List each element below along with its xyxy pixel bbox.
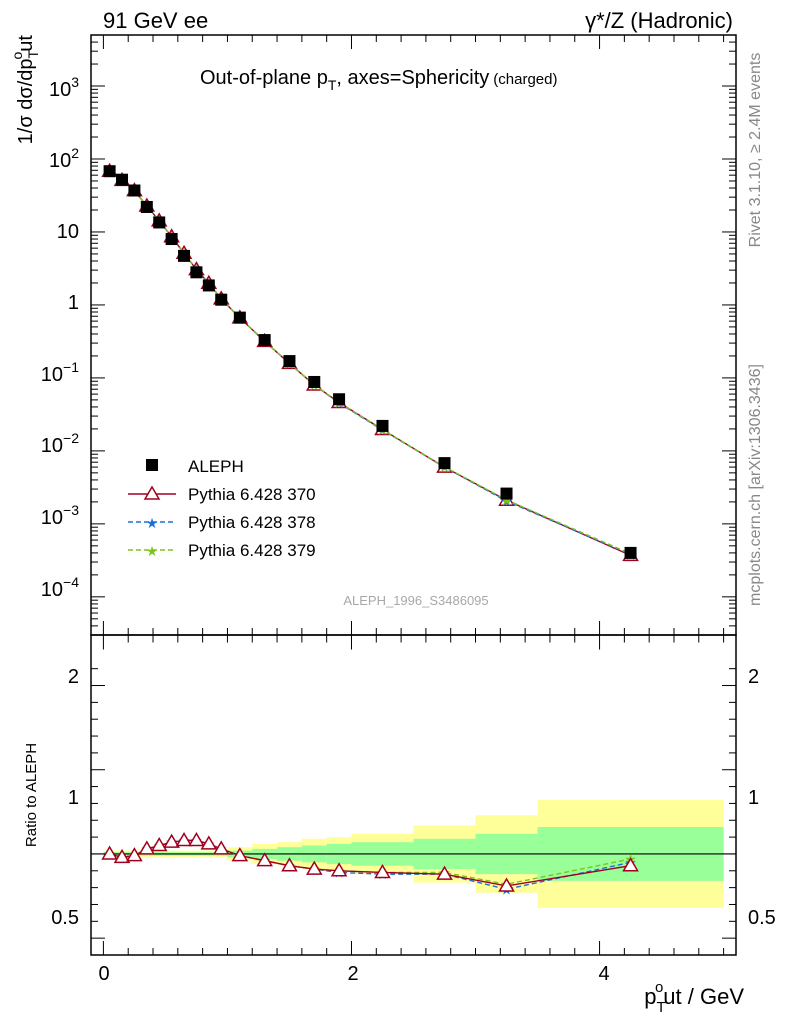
- ratio-y-tick-label: 1: [68, 787, 79, 809]
- aleph-data-point: [103, 165, 116, 178]
- ratio-frame: [90, 634, 737, 956]
- ratio-series-point: [256, 852, 273, 867]
- ratio-series-point: [188, 831, 205, 847]
- ratio-plot-layer: ★★★★★★★★★★★★★★★★★★★★★★★★★★★★★★★★★★★★★★: [101, 831, 639, 897]
- main-y-tick-labels: 103 102 10 1 10−1 10−2 10−3 10−4: [41, 74, 79, 601]
- ratio-series-point: [622, 857, 639, 872]
- aleph-data-point: [202, 279, 215, 292]
- mcplots-label: mcplots.cern.ch [arXiv:1306.3436]: [747, 364, 764, 606]
- aleph-data-point: [308, 375, 321, 388]
- ratio-bands: [91, 800, 736, 908]
- ratio-series-point: [113, 848, 131, 864]
- aleph-data-point: [140, 200, 153, 213]
- ratio-series-point: [138, 840, 156, 855]
- header-right: γ*/Z (Hadronic): [585, 8, 733, 33]
- ratio-series-point: [281, 857, 298, 872]
- aleph-data-point: [500, 487, 513, 500]
- ratio-series-point: [231, 847, 249, 862]
- ratio-series-point: [175, 831, 193, 847]
- aleph-data-point: [128, 184, 141, 197]
- plot-title: Out-of-plane pT, axes=Sphericity (charged…: [200, 67, 557, 93]
- ratio-series-point: [200, 835, 218, 850]
- legend-label: Pythia 6.428 378: [188, 513, 316, 532]
- aleph-data-point: [116, 173, 129, 186]
- main-y-tick-label: 10−3: [41, 502, 79, 529]
- header-left: 91 GeV ee: [103, 8, 208, 33]
- ratio-y-tick-label-right: 1: [748, 787, 759, 809]
- ratio-series-point: [101, 845, 118, 860]
- x-tick-label: 0: [98, 963, 109, 985]
- ratio-y-tick-label-right: 2: [748, 666, 759, 688]
- aleph-data-point: [190, 266, 203, 279]
- aleph-data-point: [178, 249, 191, 262]
- main-y-tick-label: 10−1: [41, 359, 79, 386]
- main-y-tick-label: 1: [68, 292, 79, 314]
- ratio-series-point: [436, 865, 453, 880]
- legend-label: Pythia 6.428 370: [188, 485, 316, 504]
- ratio-series-point: [150, 837, 168, 852]
- main-y-tick-label: 10−4: [41, 574, 79, 601]
- ratio-y-tick-labels: 2 1 0.5 2 1 0.5: [51, 666, 776, 929]
- ratio-series-point: [126, 847, 143, 862]
- main-y-tick-label: 102: [49, 145, 79, 172]
- aleph-data-point: [624, 546, 637, 559]
- legend-marker-378: ★: [146, 515, 159, 531]
- aleph-data-point: [233, 311, 246, 324]
- legend-marker-379: ★: [146, 543, 159, 559]
- aleph-data-point: [215, 293, 228, 306]
- ratio-series-point: [305, 860, 323, 875]
- main-y-axis-label: 1/σ dσ/dpTout: [9, 35, 41, 145]
- legend: ALEPH Pythia 6.428 370 ★ Pythia 6.428 37…: [128, 457, 316, 560]
- main-y-tick-label: 10: [57, 221, 79, 243]
- ratio-series-point: [163, 833, 180, 848]
- x-axis-label: pTout / GeV: [644, 979, 744, 1016]
- legend-label: ALEPH: [188, 457, 244, 476]
- ratio-series-point: [212, 840, 230, 855]
- legend-marker-370: [143, 485, 161, 500]
- legend-marker-aleph: [146, 459, 158, 471]
- aleph-data-point: [333, 393, 346, 406]
- rivet-label: Rivet 3.1.10, ≥ 2.4M events: [747, 53, 764, 248]
- aleph-data-point: [438, 457, 451, 470]
- x-tick-label: 2: [347, 963, 358, 985]
- main-y-tick-label: 10−2: [41, 430, 79, 457]
- aleph-data-point: [258, 334, 271, 347]
- ratio-y-tick-label: 0.5: [51, 907, 79, 929]
- x-tick-label: 4: [598, 963, 609, 985]
- main-y-tick-label: 103: [49, 74, 79, 101]
- axis-ticks: [91, 34, 736, 955]
- aleph-data-point: [283, 355, 296, 368]
- aleph-data-point: [153, 216, 166, 229]
- ratio-y-tick-label-right: 0.5: [748, 907, 776, 929]
- ratio-series-point: [498, 877, 515, 892]
- legend-label: Pythia 6.428 379: [188, 541, 316, 560]
- ratio-series-point: [374, 863, 391, 879]
- aleph-data-point: [376, 419, 389, 432]
- aleph-data-point: [165, 233, 178, 246]
- x-tick-labels: 0 2 4: [98, 963, 609, 985]
- main-plot-layer: ★★★★★★★★★★★★★★★★★★★★★★★★★★★★★★★★★★★★★★: [101, 162, 639, 563]
- ratio-y-axis-label: Ratio to ALEPH: [23, 743, 40, 847]
- ratio-series-point: [330, 862, 348, 877]
- ratio-y-tick-label: 2: [68, 666, 79, 688]
- analysis-watermark: ALEPH_1996_S3486095: [343, 593, 488, 608]
